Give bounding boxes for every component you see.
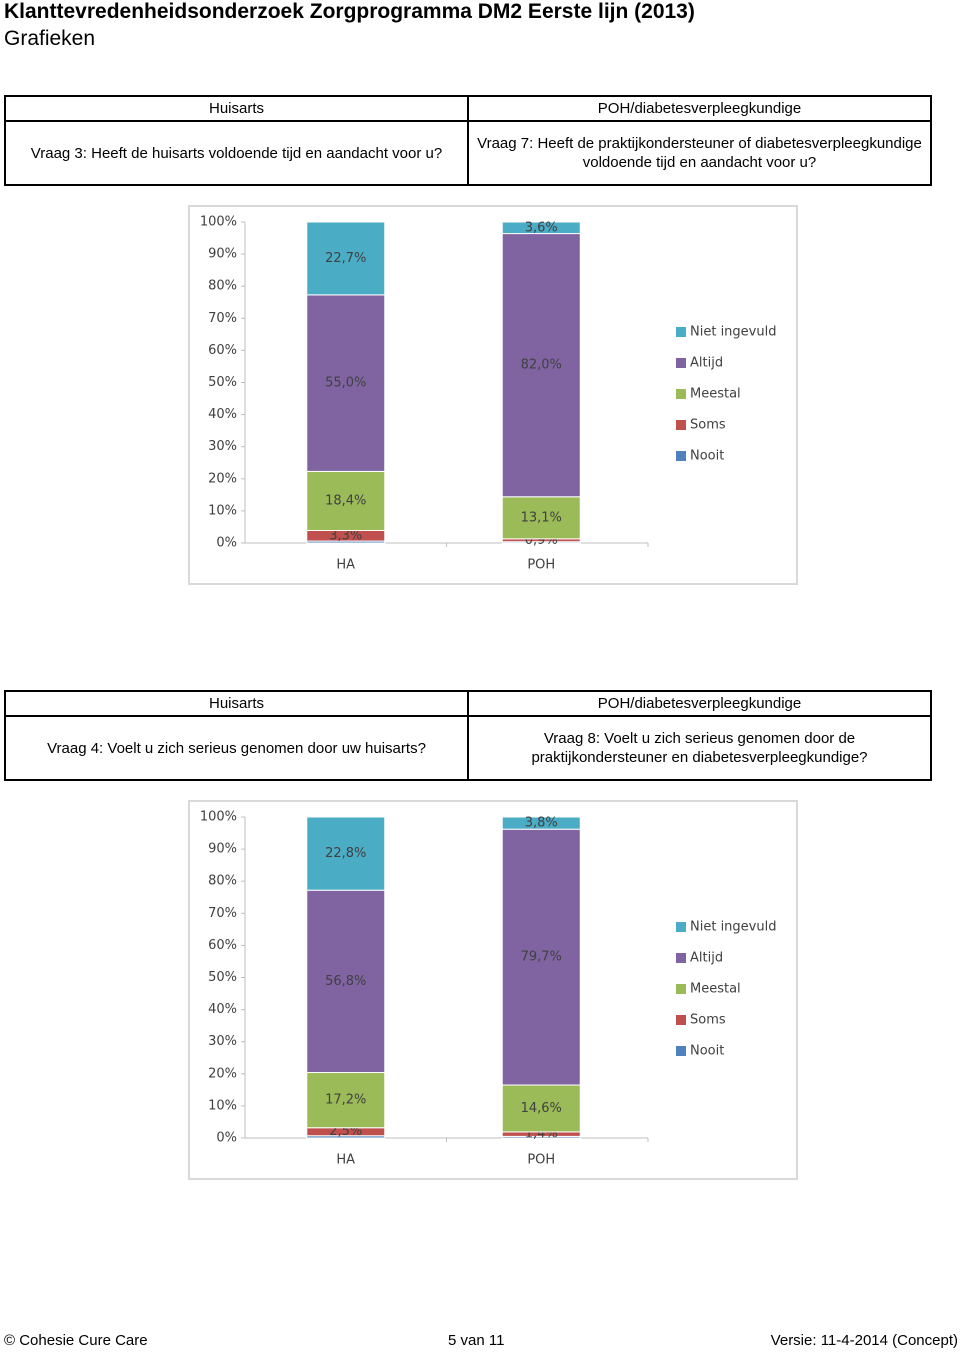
legend-label: Altijd <box>690 951 723 966</box>
y-tick-label: 10% <box>208 1098 237 1113</box>
question-table: Huisarts POH/diabetesverpleegkundige Vraa… <box>4 95 932 186</box>
bar-segment <box>306 294 386 472</box>
data-label: 22,8% <box>325 846 366 861</box>
table-header: POH/diabetesverpleegkundige <box>467 690 932 717</box>
y-tick-label: 60% <box>208 938 237 953</box>
data-label: 3,6% <box>525 220 558 235</box>
y-tick-label: 30% <box>208 1034 237 1049</box>
question: Vraag 7: Heeft de praktijkondersteuner o… <box>467 120 932 186</box>
legend-swatch <box>676 953 686 963</box>
y-tick-label: 20% <box>208 471 237 486</box>
question: Vraag 3: Heeft de huisarts voldoende tij… <box>4 120 469 186</box>
y-tick-label: 100% <box>200 810 237 825</box>
y-tick-label: 60% <box>208 343 237 358</box>
data-label: 55,0% <box>325 376 366 391</box>
bar-segment <box>501 496 581 540</box>
legend-swatch <box>676 984 686 994</box>
data-label: 18,4% <box>325 493 366 508</box>
table-header: Huisarts <box>4 95 469 122</box>
legend-swatch <box>676 1046 686 1056</box>
chart: 0%10%20%30%40%50%60%70%80%90%100%HA2,5%1… <box>188 800 798 1180</box>
legend-label: Niet ingevuld <box>690 920 776 935</box>
footer-center: 5 van 11 <box>448 1332 505 1349</box>
legend-label: Nooit <box>690 1044 724 1059</box>
y-tick-label: 30% <box>208 439 237 454</box>
chart-border <box>188 205 798 585</box>
data-label: 3,8% <box>525 816 558 831</box>
y-tick-label: 90% <box>208 842 237 857</box>
x-tick-label: POH <box>527 558 555 573</box>
y-tick-label: 40% <box>208 407 237 422</box>
y-tick-label: 0% <box>216 1131 237 1146</box>
chart-border <box>188 800 798 1180</box>
y-tick-label: 70% <box>208 311 237 326</box>
legend-swatch <box>676 420 686 430</box>
legend-label: Niet ingevuld <box>690 325 776 340</box>
x-tick-label: POH <box>527 1153 555 1168</box>
y-tick-label: 70% <box>208 906 237 921</box>
data-label: 22,7% <box>325 251 366 266</box>
y-tick-label: 80% <box>208 279 237 294</box>
legend-label: Meestal <box>690 982 741 997</box>
x-tick-label: HA <box>336 1153 355 1168</box>
chart: 0% 10% 20% 30% 40% 50% 60% 70% 80% 90% 100% HA 3,3% 1… <box>188 205 798 585</box>
legend-swatch <box>676 389 686 399</box>
legend-swatch <box>676 1015 686 1025</box>
bar-segment <box>306 816 386 891</box>
y-tick-label: 90% <box>208 247 237 262</box>
legend-swatch <box>676 327 686 337</box>
bar-segment <box>501 816 581 830</box>
data-label: 79,7% <box>521 950 562 965</box>
legend-swatch <box>676 922 686 932</box>
data-label: 56,8% <box>325 974 366 989</box>
legend-swatch <box>676 358 686 368</box>
legend-label: Altijd <box>690 356 723 371</box>
data-label: 13,1% <box>521 510 562 525</box>
table-header: POH/diabetesverpleegkundige <box>467 95 932 122</box>
legend-label: Nooit <box>690 449 724 464</box>
data-label: 17,2% <box>325 1093 366 1108</box>
y-tick-label: 20% <box>208 1066 237 1081</box>
question: Vraag 4: Voelt u zich serieus genomen do… <box>4 715 469 781</box>
bar-segment <box>501 1084 581 1133</box>
bar-segment <box>306 889 386 1074</box>
y-tick-label: 80% <box>208 874 237 889</box>
table-header: Huisarts <box>4 690 469 717</box>
x-tick-label: HA <box>336 558 355 573</box>
legend-label: Soms <box>690 418 726 433</box>
question: Vraag 8: Voelt u zich serieus genomen do… <box>467 715 932 781</box>
legend-label: Meestal <box>690 387 741 402</box>
data-label: 82,0% <box>521 358 562 373</box>
bar-segment <box>306 470 386 531</box>
y-tick-label: 50% <box>208 970 237 985</box>
y-tick-label: 10% <box>208 503 237 518</box>
footer: © Cohesie Cure Care 5 van 11 Versie: 11-… <box>0 1332 960 1354</box>
footer-left: © Cohesie Cure Care <box>4 1332 148 1349</box>
y-tick-label: 50% <box>208 375 237 390</box>
y-tick-label: 0% <box>216 536 237 551</box>
y-tick-label: 40% <box>208 1002 237 1017</box>
page-title: Klanttevredenheidsonderzoek Zorgprogramm… <box>4 0 695 23</box>
data-label: 3,3% <box>329 528 362 543</box>
page-subtitle: Grafieken <box>4 27 96 50</box>
legend-swatch <box>676 451 686 461</box>
footer-right: Versie: 11-4-2014 (Concept) <box>770 1332 958 1349</box>
bar-segment <box>501 221 581 235</box>
y-tick-label: 100% <box>200 215 237 230</box>
legend-label: Soms <box>690 1013 726 1028</box>
question-table: Huisarts POH/diabetesverpleegkundige Vraa… <box>4 690 932 781</box>
bar-segment <box>306 221 386 296</box>
bar-segment <box>306 1072 386 1129</box>
data-label: 14,6% <box>521 1101 562 1116</box>
